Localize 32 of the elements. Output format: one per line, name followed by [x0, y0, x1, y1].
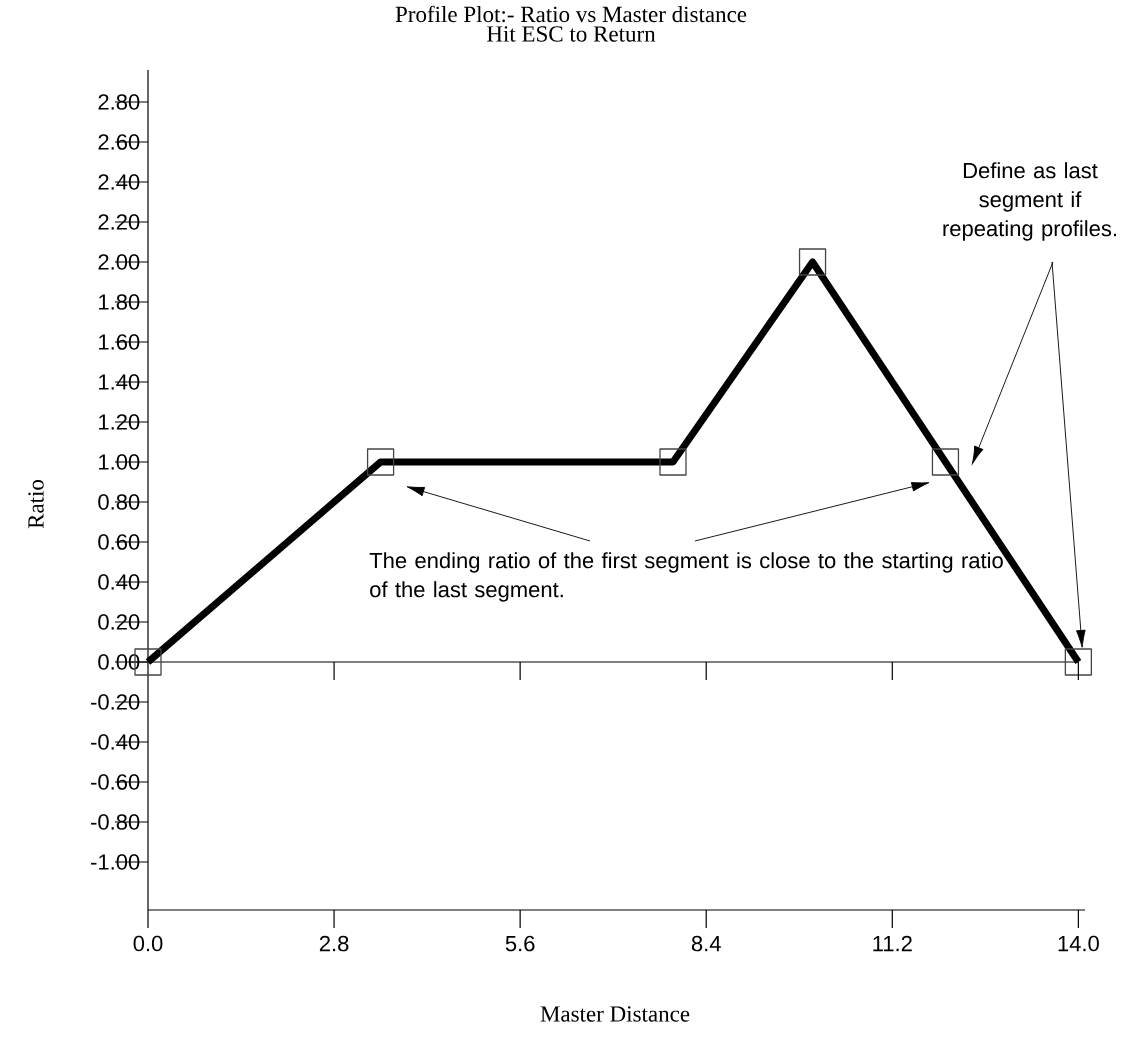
y-tick-label: 0.20	[98, 614, 140, 630]
y-tick-label: 2.80	[98, 94, 140, 110]
x-axis-title: Master Distance	[540, 1006, 690, 1022]
y-tick-label: 1.00	[99, 454, 140, 470]
y-tick-label: 0.60	[98, 534, 140, 550]
y-tick-label: 1.20	[99, 414, 140, 430]
x-tick-label: 0.0	[133, 935, 163, 952]
y-tick-label: 1.60	[99, 334, 140, 350]
annotation: Define as last segment if repeating profiles.	[943, 162, 1117, 241]
y-tick-label: -0.60	[91, 774, 140, 790]
chart-subtitle: Hit ESC to Return	[487, 26, 656, 42]
y-tick-label: 2.00	[98, 254, 140, 270]
chart-title: Profile Plot:- Ratio vs Master distance	[395, 5, 747, 23]
y-tick-label: 2.40	[98, 174, 140, 190]
x-tick-label: 11.2	[873, 935, 912, 952]
y-tick-label: -0.40	[91, 734, 140, 750]
y-tick-label: -0.80	[91, 814, 140, 830]
y-tick-label: 0.80	[98, 494, 140, 510]
y-tick-label: 0.40	[98, 574, 140, 590]
x-tick-label: 8.4	[691, 935, 721, 952]
x-tick-label: 5.6	[505, 935, 535, 952]
x-tick-label: 2.8	[319, 935, 349, 952]
annotation: The ending ratio of the first segment is close to the starting ratio of the last segment.	[369, 552, 1003, 602]
y-tick-label: -1.00	[91, 854, 140, 870]
y-tick-label: 1.40	[99, 374, 140, 390]
x-tick-label: 14.0	[1058, 935, 1099, 952]
y-tick-label: 1.80	[99, 294, 140, 310]
y-tick-label: -0.20	[91, 694, 140, 710]
y-tick-label: 2.20	[98, 214, 140, 230]
y-tick-label: 0.00	[98, 654, 140, 670]
y-tick-label: 2.60	[98, 134, 140, 150]
y-axis-title: Ratio	[28, 479, 44, 529]
